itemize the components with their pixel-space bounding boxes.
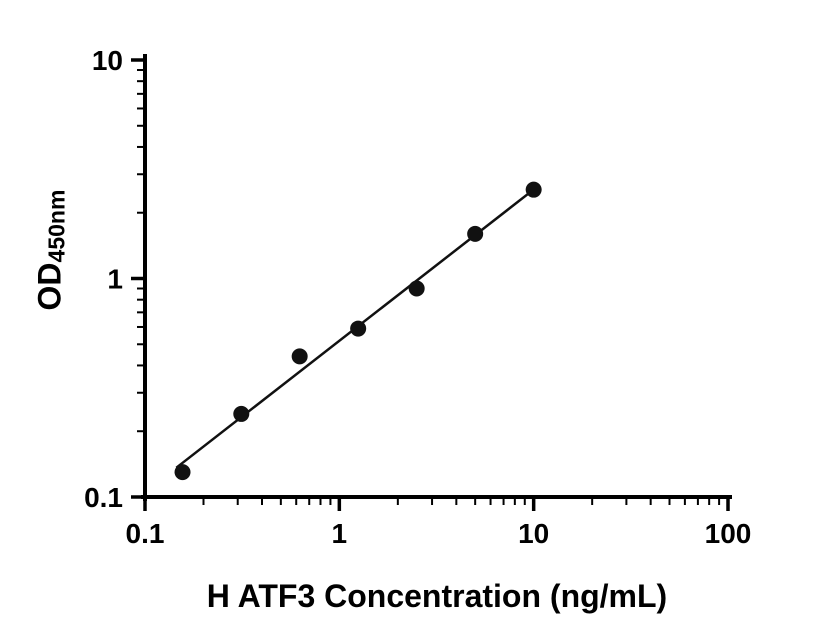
data-point [174,464,191,481]
y-axis-title-subscript: 450nm [43,189,70,263]
x-tick-label: 10 [518,518,549,549]
data-point [291,348,308,365]
y-tick-label: 1 [107,263,123,294]
data-point [467,225,484,242]
data-point [350,320,367,337]
x-tick-label: 0.1 [126,518,165,549]
y-axis-title: OD450nm [31,190,70,311]
data-point [408,280,425,297]
x-tick-label: 100 [705,518,752,549]
x-tick-label: 1 [332,518,348,549]
data-point [525,181,542,198]
y-axis-title-main: OD [31,262,68,311]
data-point [233,405,250,422]
x-axis-title: H ATF3 Concentration (ng/mL) [206,578,668,614]
y-tick-label: 0.1 [84,482,123,513]
y-tick-label: 10 [92,45,123,76]
